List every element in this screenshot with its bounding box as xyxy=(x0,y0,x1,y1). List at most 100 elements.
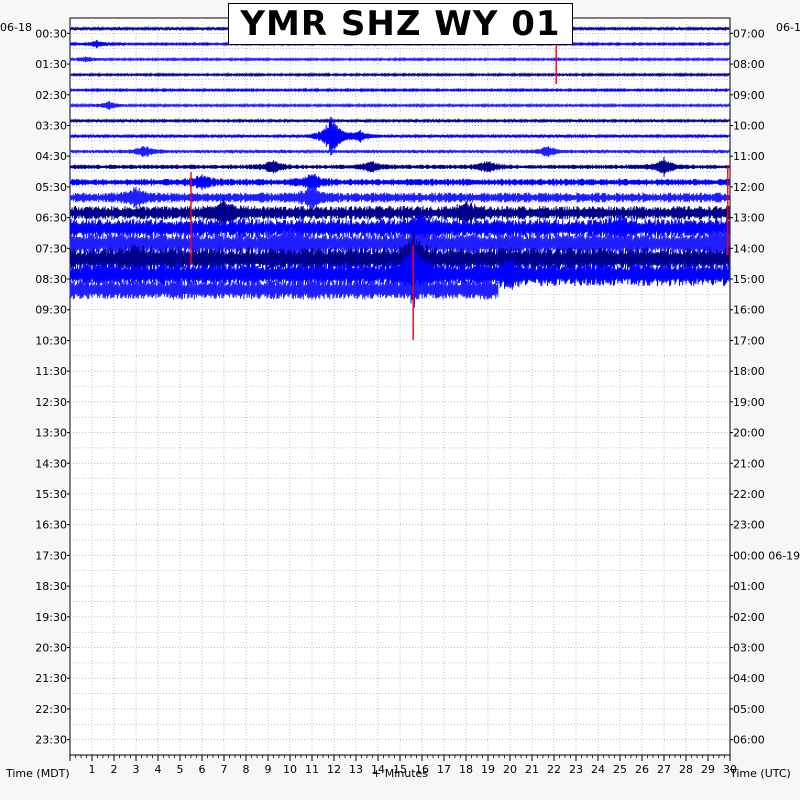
right-time-label: 22:00 xyxy=(733,488,765,501)
x-tick-label: 16 xyxy=(415,763,429,776)
left-time-label: 00:30 xyxy=(35,27,67,40)
left-time-label: 03:30 xyxy=(35,119,67,132)
right-time-labels: 07:00 08:00 09:00 10:00 11:00 12:00 13:00 14:00… xyxy=(730,27,800,747)
right-time-label: 03:00 xyxy=(733,642,765,655)
right-time-label: 14:00 xyxy=(733,242,765,255)
left-time-label: 11:30 xyxy=(35,365,67,378)
right-time-label: 12:00 xyxy=(733,181,765,194)
left-time-label: 19:30 xyxy=(35,611,67,624)
right-axis-label: Time (UTC) xyxy=(729,767,791,780)
x-tick-label: 28 xyxy=(679,763,693,776)
x-tick-label: 30 xyxy=(723,763,737,776)
right-time-label: 04:00 xyxy=(733,672,765,685)
trace-row-12 xyxy=(69,184,730,211)
left-date-label: 06-18 xyxy=(0,21,32,34)
right-time-label: 19:00 xyxy=(733,396,765,409)
trace-row-9 xyxy=(69,145,730,158)
x-tick-label: 6 xyxy=(199,763,206,776)
left-time-label: 23:30 xyxy=(35,734,67,747)
x-tick-label: 18 xyxy=(459,763,473,776)
left-time-label: 01:30 xyxy=(35,58,67,71)
left-time-label: 10:30 xyxy=(35,334,67,347)
trace-row-4 xyxy=(69,72,730,78)
trace-row-18 xyxy=(69,279,499,300)
trace-row-3 xyxy=(69,56,730,63)
right-time-label: 00:00 06-19 xyxy=(733,549,800,562)
trace-row-6 xyxy=(69,100,730,110)
trace-row-8 xyxy=(69,116,730,156)
left-time-label: 20:30 xyxy=(35,642,67,655)
right-time-label: 13:00 xyxy=(733,212,765,225)
left-time-label: 22:30 xyxy=(35,703,67,716)
left-time-label: 18:30 xyxy=(35,580,67,593)
right-time-label: 06:00 xyxy=(733,734,765,747)
x-tick-label: 25 xyxy=(613,763,627,776)
right-time-label: 01:00 xyxy=(733,580,765,593)
right-time-label: 15:00 xyxy=(733,273,765,286)
trace-row-5 xyxy=(69,87,730,93)
x-tick-label: 9 xyxy=(265,763,272,776)
trace-row-17 xyxy=(69,240,730,308)
left-time-label: 04:30 xyxy=(35,150,67,163)
x-tick-label: 2 xyxy=(111,763,118,776)
right-time-label: 05:00 xyxy=(733,703,765,716)
x-tick-label: 15 xyxy=(393,763,407,776)
x-tick-label: 21 xyxy=(525,763,539,776)
x-tick-label: 20 xyxy=(503,763,517,776)
left-time-label: 13:30 xyxy=(35,427,67,440)
left-time-label: 21:30 xyxy=(35,672,67,685)
left-time-label: 09:30 xyxy=(35,304,67,317)
trace-row-15 xyxy=(69,227,730,261)
x-tick-label: 1 xyxy=(89,763,96,776)
left-time-label: 08:30 xyxy=(35,273,67,286)
right-date-label: 06-1 xyxy=(776,21,800,34)
x-tick-label: 29 xyxy=(701,763,715,776)
x-tick-label: 14 xyxy=(371,763,385,776)
x-tick-label: 13 xyxy=(349,763,363,776)
x-tick-label: 12 xyxy=(327,763,341,776)
x-tick-label: 23 xyxy=(569,763,583,776)
right-time-label: 09:00 xyxy=(733,89,765,102)
right-time-label: 18:00 xyxy=(733,365,765,378)
seismic-traces xyxy=(69,25,730,308)
right-time-label: 21:00 xyxy=(733,457,765,470)
left-time-label: 06:30 xyxy=(35,212,67,225)
left-time-label: 02:30 xyxy=(35,89,67,102)
trace-row-16 xyxy=(69,231,730,287)
left-time-label: 14:30 xyxy=(35,457,67,470)
x-tick-label: 7 xyxy=(221,763,228,776)
x-tick-label: 11 xyxy=(305,763,319,776)
chart-title: YMR SHZ WY 01 xyxy=(240,4,561,44)
x-tick-label: 8 xyxy=(243,763,250,776)
x-tick-label: 10 xyxy=(283,763,297,776)
left-time-labels: 00:30 01:30 02:30 03:30 04:30 05:30 06:30 07:30… xyxy=(35,27,70,747)
x-axis-ticks: 1 2 3 4 5 6 7 8 9 10 11 12 13 14 15 16 17 18 19 20 21 22 23 24 2… xyxy=(69,755,737,776)
trace-row-13 xyxy=(69,197,730,229)
left-time-label: 12:30 xyxy=(35,396,67,409)
left-time-label: 05:30 xyxy=(35,181,67,194)
right-time-label: 02:00 xyxy=(733,611,765,624)
x-tick-label: 5 xyxy=(177,763,184,776)
right-time-label: 08:00 xyxy=(733,58,765,71)
x-tick-label: 3 xyxy=(133,763,140,776)
x-tick-label: 22 xyxy=(547,763,561,776)
right-time-label: 16:00 xyxy=(733,304,765,317)
x-axis-label: + Minutes xyxy=(372,767,428,780)
x-tick-label: 17 xyxy=(437,763,451,776)
x-tick-label: 19 xyxy=(481,763,495,776)
chart-title-box: YMR SHZ WY 01 xyxy=(228,3,573,45)
trace-row-7 xyxy=(69,117,730,124)
right-time-label: 17:00 xyxy=(733,334,765,347)
x-tick-label: 24 xyxy=(591,763,605,776)
left-time-label: 16:30 xyxy=(35,519,67,532)
left-time-label: 17:30 xyxy=(35,549,67,562)
x-tick-label: 4 xyxy=(155,763,162,776)
left-axis-label: Time (MDT) xyxy=(5,767,70,780)
trace-row-11 xyxy=(69,174,730,191)
trace-row-10 xyxy=(69,156,730,177)
right-time-label: 10:00 xyxy=(733,119,765,132)
left-time-label: 15:30 xyxy=(35,488,67,501)
right-time-label: 23:00 xyxy=(733,519,765,532)
left-time-label: 07:30 xyxy=(35,242,67,255)
